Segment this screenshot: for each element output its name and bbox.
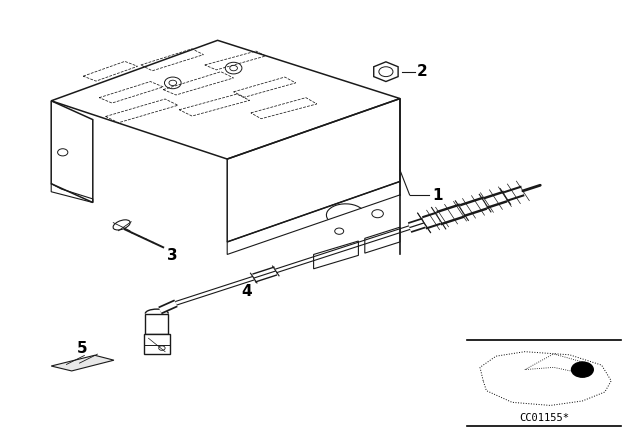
Text: CC01155*: CC01155* (519, 414, 569, 423)
Text: 5: 5 (77, 341, 87, 356)
Polygon shape (144, 334, 170, 354)
Text: 4: 4 (241, 284, 252, 299)
Text: 2: 2 (417, 64, 428, 79)
Text: 3: 3 (168, 248, 178, 263)
Text: 1: 1 (432, 188, 442, 203)
Polygon shape (145, 314, 168, 334)
Polygon shape (51, 355, 114, 371)
Circle shape (572, 362, 593, 377)
